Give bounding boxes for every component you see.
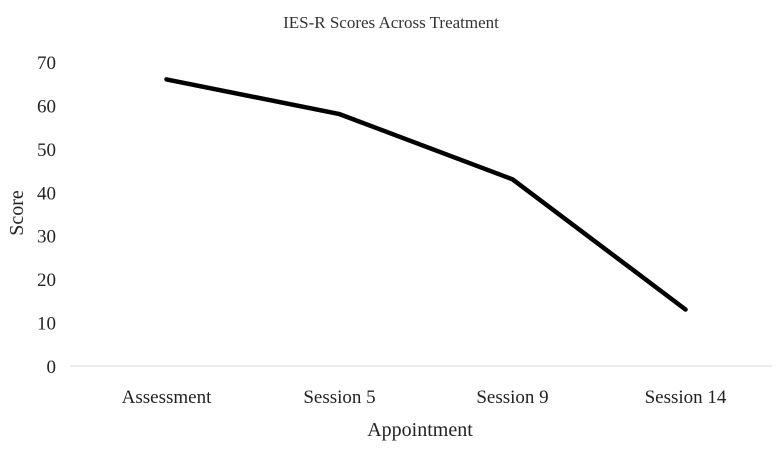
x-tick-label: Session 14 — [645, 387, 727, 408]
x-tick-label: Session 5 — [303, 387, 375, 408]
y-tick-label: 10 — [37, 314, 56, 335]
series-group — [164, 77, 688, 312]
x-axis-ticks: Assessment Session 5 Session 9 Session 14 — [122, 387, 727, 408]
y-tick-label: 0 — [47, 357, 57, 378]
y-tick-label: 50 — [37, 140, 56, 161]
x-tick-label: Session 9 — [476, 387, 548, 408]
y-tick-label: 70 — [37, 53, 56, 74]
y-tick-label: 30 — [37, 227, 56, 248]
y-tick-label: 60 — [37, 96, 56, 117]
y-tick-label: 20 — [37, 270, 56, 291]
x-tick-label: Assessment — [122, 387, 212, 408]
y-tick-label: 40 — [37, 183, 56, 204]
x-axis-label: Appointment — [367, 419, 473, 441]
y-axis-label: Score — [6, 190, 28, 236]
y-axis-ticks: 0 10 20 30 40 50 60 70 — [37, 53, 56, 378]
chart-title: IES-R Scores Across Treatment — [283, 13, 499, 32]
series-line — [164, 77, 688, 312]
